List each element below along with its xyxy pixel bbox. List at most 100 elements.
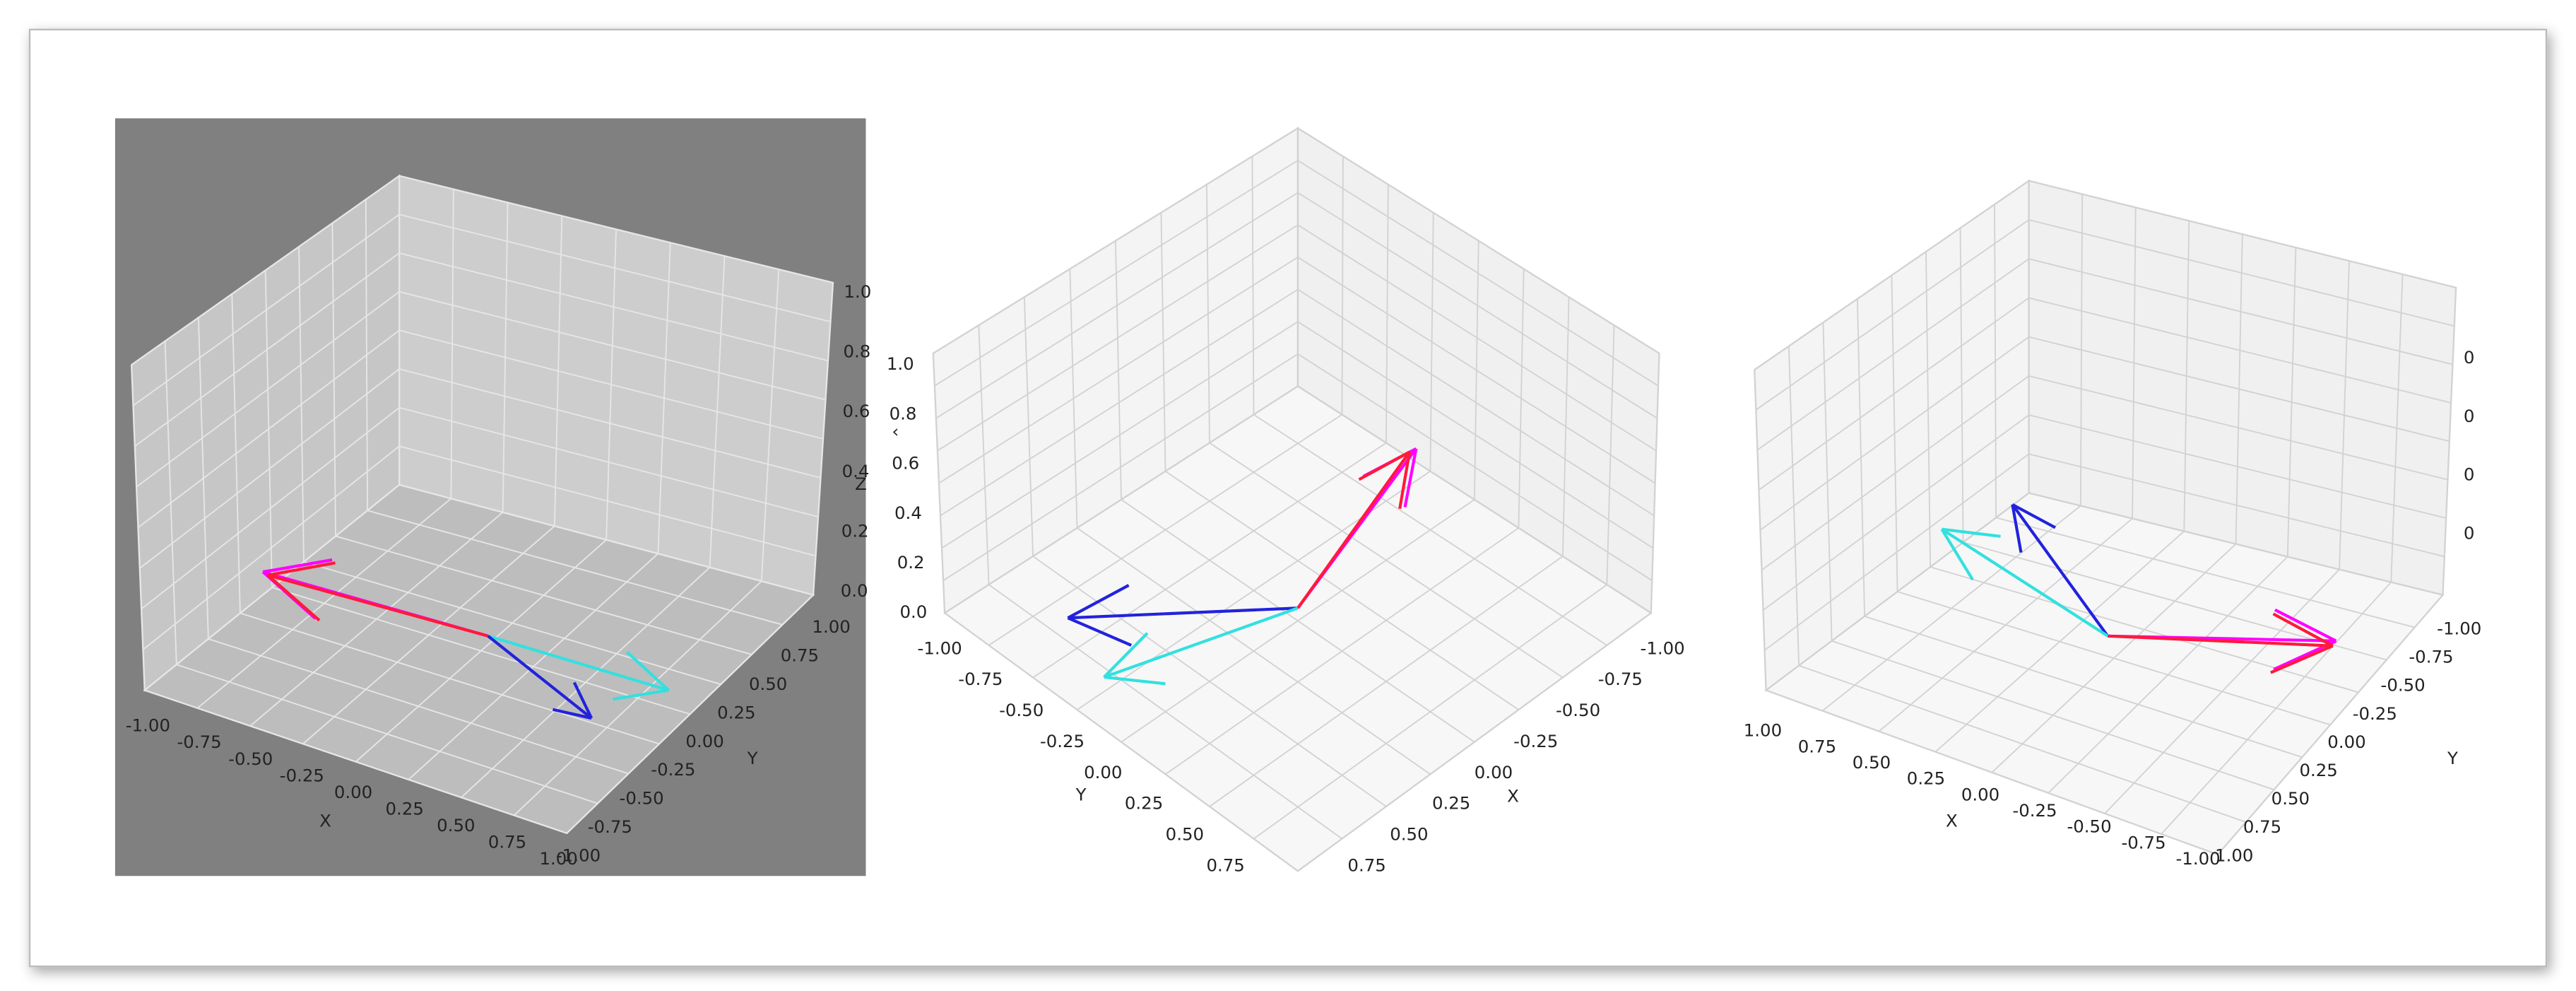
pane-grid-line <box>365 199 369 511</box>
pane-grid-line <box>142 445 400 650</box>
arrow-head <box>266 574 321 622</box>
x-tick-label: 1.00 <box>540 848 578 869</box>
pane-grid-line <box>1831 640 2274 791</box>
pane-grid-line <box>1864 616 2303 758</box>
z-tick-label: 0 <box>2464 523 2475 544</box>
arrow-head <box>1403 448 1418 508</box>
arrow-head <box>625 650 670 692</box>
pane-grid-line <box>398 406 819 518</box>
y-tick-label: 0.00 <box>1084 762 1122 782</box>
x-tick-label: -0.75 <box>2121 832 2166 852</box>
pane-grid-line <box>1160 212 1166 471</box>
z-tick-label: 0.0 <box>899 602 927 622</box>
x-tick-label: -0.50 <box>2067 816 2111 837</box>
pane-grid-line <box>1925 252 1932 568</box>
y-tick-label: -1.00 <box>556 845 601 865</box>
y-tick-label: 0.00 <box>2327 732 2365 752</box>
y-tick-label: 0.75 <box>781 645 819 666</box>
pane-grid-line <box>461 567 711 798</box>
x-axis-label: X <box>319 811 331 831</box>
pane-grid-line <box>398 368 821 479</box>
y-tick-label: -0.25 <box>2353 703 2397 724</box>
x-tick-label: -0.50 <box>228 749 273 769</box>
pane-grid-line <box>2339 261 2350 570</box>
z-axis-label: Z <box>855 474 867 494</box>
pane-grid-line <box>1761 375 2030 571</box>
y-tick-label: 1.00 <box>812 616 850 637</box>
x-tick-label: -0.75 <box>177 732 222 752</box>
pane-grid-line <box>1759 336 2030 531</box>
x-tick-label: -1.00 <box>126 715 170 736</box>
arrow-head <box>1067 616 1133 647</box>
y-tick-label: -1.00 <box>918 638 962 658</box>
pane-grid-line <box>1606 325 1615 585</box>
z-tick-label: 0.2 <box>841 520 869 541</box>
y-tick-label: 0.75 <box>1206 855 1244 875</box>
x-tick-label: 1.00 <box>1744 720 1782 741</box>
x-tick-label: 0.75 <box>1798 736 1836 756</box>
arrow-head <box>2270 644 2334 674</box>
pane-grid-line <box>1205 184 1210 443</box>
pane-grid-line <box>2028 336 2450 442</box>
pane-grid-line <box>943 353 1299 582</box>
pane-grid-line <box>513 580 762 816</box>
pane-grid-line <box>2028 375 2448 481</box>
z-tick-label: 0.6 <box>843 401 870 421</box>
pane-grid-line <box>331 223 336 536</box>
x-tick-label: 0.75 <box>1347 855 1386 875</box>
pane-grid-line <box>1897 591 2331 726</box>
pane-grid-line <box>760 269 780 582</box>
z-tick-label: 0.4 <box>842 461 870 481</box>
y-axis-label: Y <box>1075 784 1087 804</box>
pane-grid-line <box>2390 274 2404 582</box>
y-tick-label: -0.50 <box>999 700 1044 720</box>
z-tick-label: 0 <box>2464 347 2475 368</box>
x-tick-label: -1.00 <box>1641 638 1685 658</box>
pane-grid-line <box>1121 499 1475 743</box>
pane-grid-line <box>1994 204 1997 518</box>
pane-grid-line <box>1763 453 2030 651</box>
pane-grid-line <box>1032 556 1387 807</box>
pane-grid-line <box>1164 527 1519 775</box>
arrow-head <box>267 561 336 577</box>
y-tick-label: -0.25 <box>1040 731 1085 751</box>
x-tick-label: 0.25 <box>1432 793 1470 814</box>
x-tick-label: 0.50 <box>1390 823 1428 844</box>
pane-grid-line <box>208 638 629 775</box>
x-axis-label: X <box>1507 786 1519 807</box>
pane-grid-line <box>1798 664 2247 823</box>
y-tick-label: -0.25 <box>651 759 695 780</box>
pane-grid-line <box>1518 269 1525 528</box>
pane-grid-line <box>2028 453 2445 558</box>
pane-grid-line <box>398 329 824 440</box>
arrow-head <box>262 558 333 574</box>
y-tick-label: 0.25 <box>1125 793 1163 814</box>
arrow <box>267 573 489 638</box>
z-tick-label: 0.8 <box>890 403 917 423</box>
y-tick-label: -0.50 <box>620 788 664 809</box>
pane-grid-line <box>1297 288 1655 517</box>
pane <box>1764 492 2445 856</box>
pane-grid-line <box>2104 568 2340 814</box>
y-tick-label: 0.25 <box>2300 760 2338 780</box>
y-tick-label: 1.00 <box>2215 845 2253 865</box>
pane-grid-line <box>709 256 726 568</box>
x-axis-label: X <box>1946 811 1958 831</box>
pane <box>943 385 1653 872</box>
pane-grid-line <box>139 368 400 569</box>
pane-grid-line <box>2048 556 2288 794</box>
z-tick-label: 0 <box>2464 464 2475 485</box>
arrow-head <box>1358 450 1411 481</box>
x-tick-label: 0.50 <box>437 815 475 835</box>
x-tick-label: -0.75 <box>1598 669 1643 689</box>
x-tick-label: -0.25 <box>2012 800 2057 821</box>
pane-grid-line <box>141 406 400 610</box>
z-tick-label: 1.0 <box>887 353 914 374</box>
pane-grid-line <box>1297 353 1653 582</box>
pane-grid-line <box>1959 228 1964 543</box>
pane-grid-line <box>2028 414 2447 519</box>
pane <box>143 483 815 835</box>
x-tick-label: 0.00 <box>1475 762 1513 782</box>
